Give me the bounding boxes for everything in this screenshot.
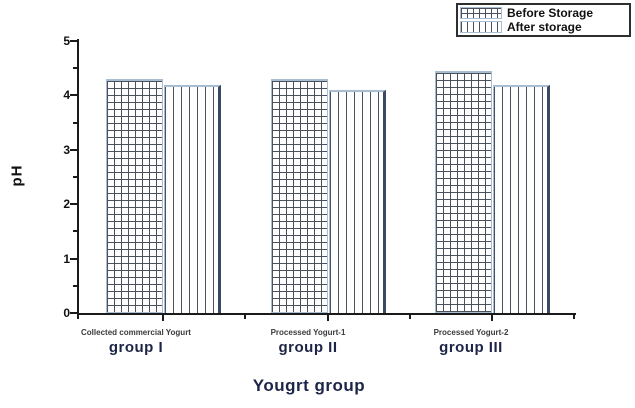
y-minor-tick [73, 67, 78, 70]
x-major-tick-group-3 [491, 315, 493, 321]
legend-label-before-storage: Before Storage [507, 6, 594, 20]
y-tick-label-3: 3 [63, 142, 70, 157]
x-minor-tick [77, 315, 79, 319]
y-tick-label-0: 0 [63, 306, 70, 320]
y-major-tick [70, 94, 78, 97]
y-tick-label-5: 5 [63, 34, 70, 48]
y-tick-label-1: 1 [63, 251, 70, 266]
x-axis-title: Yougrt group [252, 376, 366, 395]
chart-legend: Before Storage After storage [456, 3, 631, 37]
y-tick-label-4: 4 [63, 88, 70, 103]
after-storage-swatch-icon [460, 21, 502, 33]
before-storage-swatch-icon [460, 7, 502, 19]
y-major-tick [70, 203, 78, 206]
x-minor-tick [409, 315, 411, 319]
y-minor-tick [73, 230, 78, 233]
legend-item-after-storage: After storage [460, 20, 627, 34]
y-axis-line [77, 39, 79, 318]
y-minor-tick [73, 121, 78, 124]
bar-group-2-before-storage [271, 79, 328, 313]
bar-group-3-before-storage [435, 71, 492, 313]
category-main-label: group I [108, 339, 164, 356]
bar-group-1-before-storage [106, 79, 163, 313]
y-major-tick [70, 148, 78, 151]
category-main-label: group III [439, 339, 503, 356]
x-minor-tick [573, 315, 575, 319]
category-label-group-2: Processed Yogurt-1 group II [271, 328, 346, 356]
x-major-tick-group-1 [162, 315, 164, 321]
plot-area [78, 41, 576, 313]
x-minor-tick [244, 315, 246, 319]
category-main-label: group II [278, 339, 338, 356]
x-axis-line [77, 313, 576, 315]
y-tick-label-2: 2 [63, 197, 70, 212]
y-axis-title: pH [8, 164, 26, 187]
y-major-tick [70, 40, 78, 42]
y-major-tick [70, 257, 78, 260]
category-sublabel: Processed Yogurt-1 [270, 328, 346, 337]
y-minor-tick [73, 284, 78, 287]
category-sublabel: Collected commercial Yogurt [81, 328, 191, 337]
bar-group-2-after-storage [329, 90, 386, 313]
y-minor-tick [73, 176, 78, 178]
category-label-group-3: Processed Yogurt-2 group III [434, 328, 509, 356]
category-label-group-1: Collected commercial Yogurt group I [81, 328, 191, 356]
x-major-tick-group-2 [327, 315, 329, 321]
bar-group-3-after-storage [493, 85, 550, 313]
y-major-tick [70, 312, 78, 314]
legend-label-after-storage: After storage [507, 20, 582, 34]
legend-item-before-storage: Before Storage [460, 6, 627, 20]
bar-group-1-after-storage [164, 85, 221, 313]
category-sublabel: Processed Yogurt-2 [433, 328, 509, 337]
